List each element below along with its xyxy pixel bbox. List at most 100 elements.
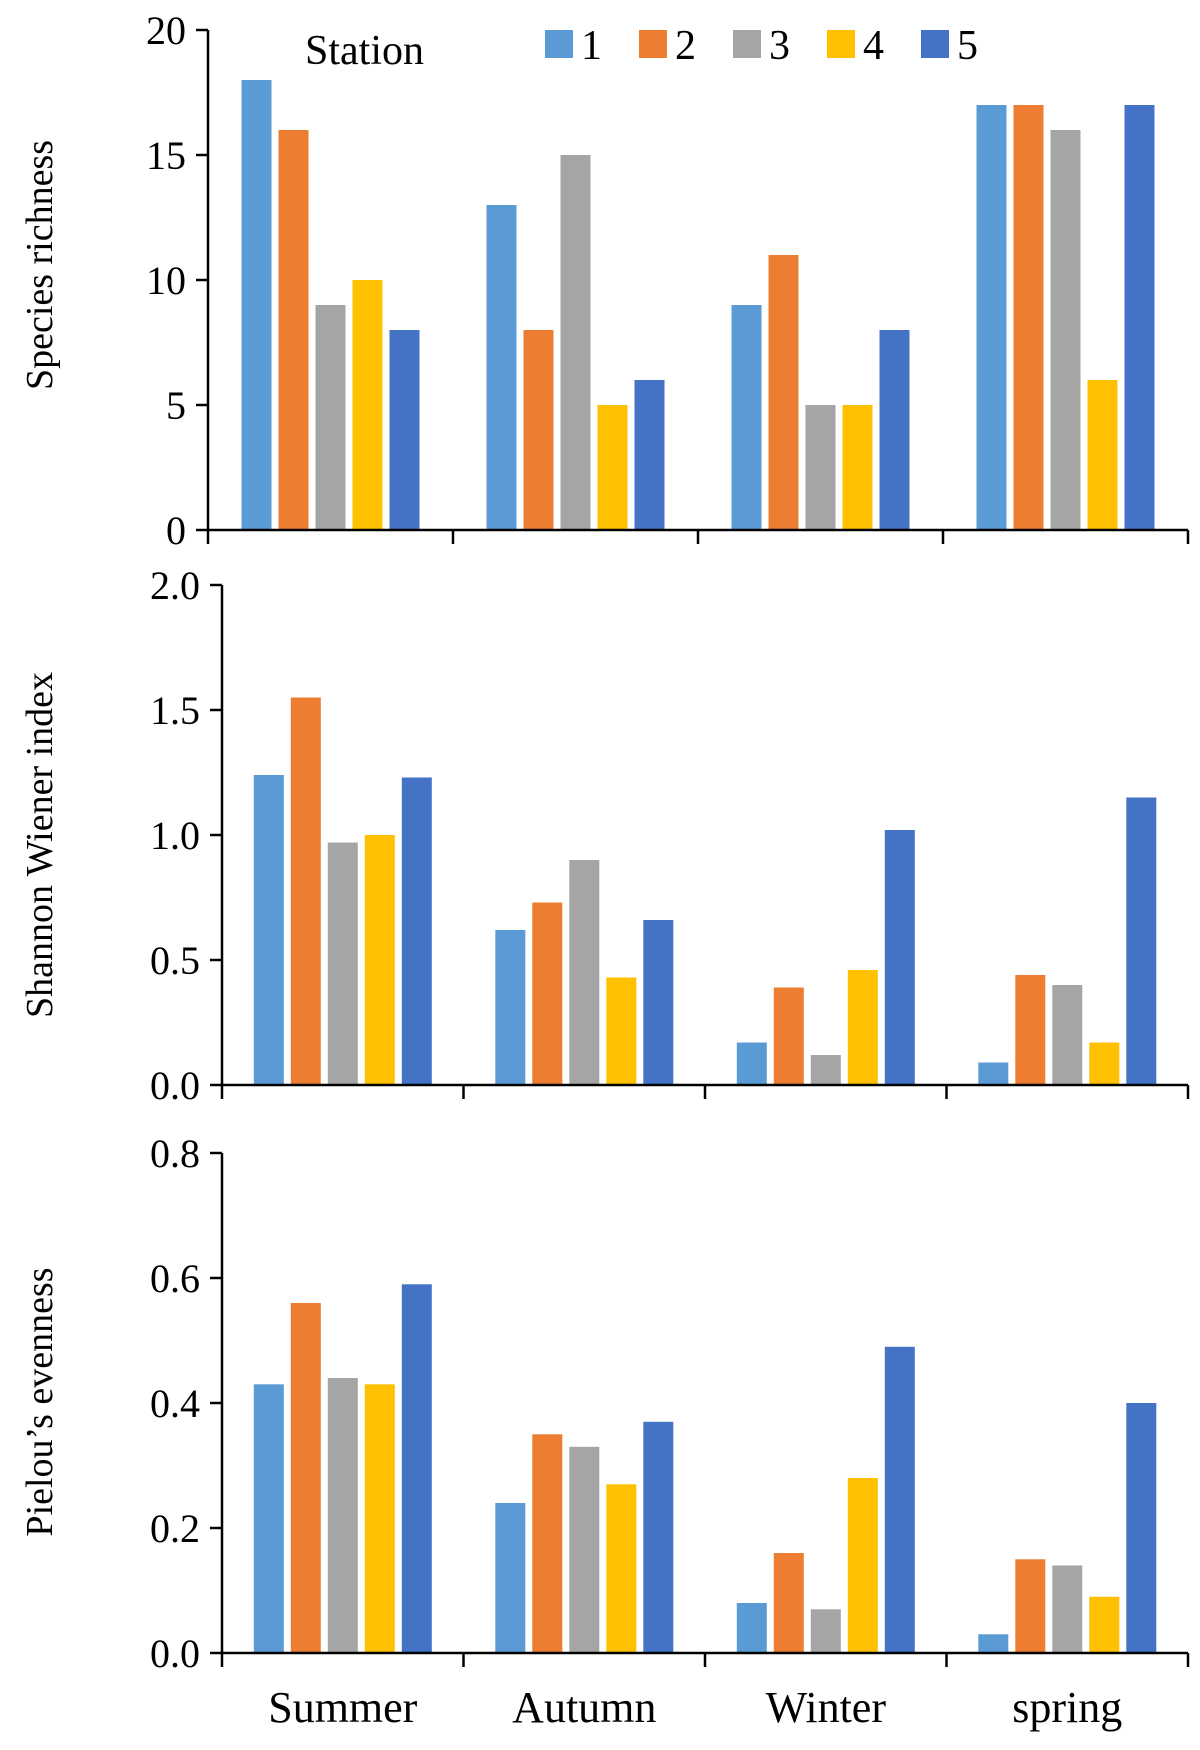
- bar-autumn-station-2: [532, 902, 563, 1085]
- bar-summer-station-1: [253, 1384, 284, 1654]
- bar-winter-station-1: [736, 1042, 767, 1085]
- bar-spring-station-2: [1013, 105, 1044, 530]
- y-axis-title: Pielou’s evenness: [19, 1267, 61, 1536]
- bar-summer-station-1: [241, 80, 272, 530]
- bar-autumn-station-3: [569, 1446, 600, 1654]
- y-tick-label: 0.6: [150, 1256, 200, 1301]
- legend-items: 1 2 3 4 5: [545, 23, 978, 69]
- legend-label-4: 4: [863, 23, 884, 69]
- bars: [253, 697, 1157, 1085]
- y-tick-label: 1.0: [150, 813, 200, 858]
- y-tick-label: 20: [146, 8, 186, 53]
- legend-swatch-2: [639, 30, 667, 58]
- y-tick-label: 1.5: [150, 688, 200, 733]
- legend-swatch-3: [733, 30, 761, 58]
- bar-summer-station-3: [315, 305, 346, 530]
- bar-spring-station-4: [1089, 1596, 1120, 1654]
- legend-swatch-5: [921, 30, 949, 58]
- bar-summer-station-5: [401, 1284, 432, 1654]
- legend-label-2: 2: [675, 23, 696, 69]
- bar-winter-station-3: [805, 405, 836, 530]
- chart-panel-1: 0 5 10 15 20 Species richness: [19, 8, 1190, 553]
- bar-summer-station-5: [401, 777, 432, 1085]
- bar-spring-station-2: [1015, 1559, 1046, 1654]
- chart-panels: 0 5 10 15 20 Species richness 0.0 0.5 1.0 1.5 2.0 S…: [19, 8, 1190, 1676]
- legend-swatch-4: [827, 30, 855, 58]
- bar-winter-station-1: [736, 1603, 767, 1653]
- bar-spring-station-5: [1126, 1403, 1157, 1653]
- bar-summer-station-1: [253, 775, 284, 1085]
- chart-panel-2: 0.0 0.5 1.0 1.5 2.0 Shannon Wiener index: [19, 563, 1190, 1108]
- category-labels: Summer Autumn Winter spring: [268, 1683, 1122, 1732]
- bar-winter-station-4: [847, 1478, 878, 1653]
- bar-winter-station-4: [847, 970, 878, 1085]
- bar-spring-station-4: [1087, 380, 1118, 530]
- y-axis-title: Species richness: [19, 140, 61, 390]
- bar-spring-station-1: [976, 105, 1007, 530]
- x-category-label-summer: Summer: [268, 1683, 417, 1732]
- bar-winter-station-1: [731, 305, 762, 530]
- bar-spring-station-4: [1089, 1042, 1120, 1085]
- bar-summer-station-4: [352, 280, 383, 530]
- bar-winter-station-2: [768, 255, 799, 530]
- legend-title: Station: [305, 28, 424, 74]
- bar-winter-station-2: [773, 1553, 804, 1653]
- y-tick-label: 15: [146, 133, 186, 178]
- legend-label-5: 5: [957, 23, 978, 69]
- y-tick-label: 5: [166, 383, 186, 428]
- bar-spring-station-5: [1126, 797, 1157, 1085]
- bar-spring-station-1: [978, 1062, 1009, 1085]
- bar-autumn-station-2: [532, 1434, 563, 1654]
- y-tick-label: 0.8: [150, 1131, 200, 1176]
- x-category-label-autumn: Autumn: [512, 1683, 656, 1732]
- bar-autumn-station-5: [634, 380, 665, 530]
- bars: [241, 80, 1155, 530]
- bar-spring-station-5: [1124, 105, 1155, 530]
- bar-autumn-station-3: [560, 155, 591, 530]
- bar-spring-station-1: [978, 1634, 1009, 1654]
- bar-autumn-station-1: [486, 205, 517, 530]
- bar-autumn-station-4: [606, 1484, 637, 1654]
- x-category-label-spring: spring: [1012, 1683, 1122, 1732]
- bar-summer-station-4: [364, 835, 395, 1085]
- bar-summer-station-5: [389, 330, 420, 530]
- bar-autumn-station-2: [523, 330, 554, 530]
- bar-autumn-station-1: [495, 1503, 526, 1653]
- bar-winter-station-2: [773, 987, 804, 1085]
- bar-autumn-station-1: [495, 930, 526, 1085]
- bar-summer-station-3: [327, 1378, 358, 1653]
- bar-spring-station-3: [1052, 1565, 1083, 1653]
- bar-winter-station-5: [884, 830, 915, 1085]
- legend-label-3: 3: [769, 23, 790, 69]
- bar-summer-station-2: [278, 130, 309, 530]
- bar-autumn-station-3: [569, 860, 600, 1085]
- bar-autumn-station-4: [606, 977, 637, 1085]
- bar-spring-station-3: [1052, 985, 1083, 1085]
- y-tick-label: 0.5: [150, 938, 200, 983]
- bar-summer-station-2: [290, 1303, 321, 1653]
- y-tick-label: 0: [166, 508, 186, 553]
- bar-winter-station-3: [810, 1055, 841, 1085]
- y-tick-label: 2.0: [150, 563, 200, 608]
- y-tick-label: 10: [146, 258, 186, 303]
- y-tick-label: 0.4: [150, 1381, 200, 1426]
- legend: Station 1 2 3 4 5: [305, 23, 978, 74]
- bar-winter-station-5: [884, 1346, 915, 1654]
- bar-spring-station-2: [1015, 975, 1046, 1085]
- bar-spring-station-3: [1050, 130, 1081, 530]
- bars: [253, 1284, 1157, 1654]
- x-category-label-winter: Winter: [766, 1683, 887, 1732]
- bar-summer-station-4: [364, 1384, 395, 1654]
- y-tick-label: 0.0: [150, 1631, 200, 1676]
- bar-summer-station-2: [290, 697, 321, 1085]
- y-axis-title: Shannon Wiener index: [19, 672, 61, 1018]
- bar-winter-station-4: [842, 405, 873, 530]
- legend-swatch-1: [545, 30, 573, 58]
- bar-summer-station-3: [327, 842, 358, 1085]
- y-tick-label: 0.0: [150, 1063, 200, 1108]
- bar-autumn-station-5: [643, 920, 674, 1085]
- bar-autumn-station-4: [597, 405, 628, 530]
- bar-autumn-station-5: [643, 1421, 674, 1654]
- bar-winter-station-5: [879, 330, 910, 530]
